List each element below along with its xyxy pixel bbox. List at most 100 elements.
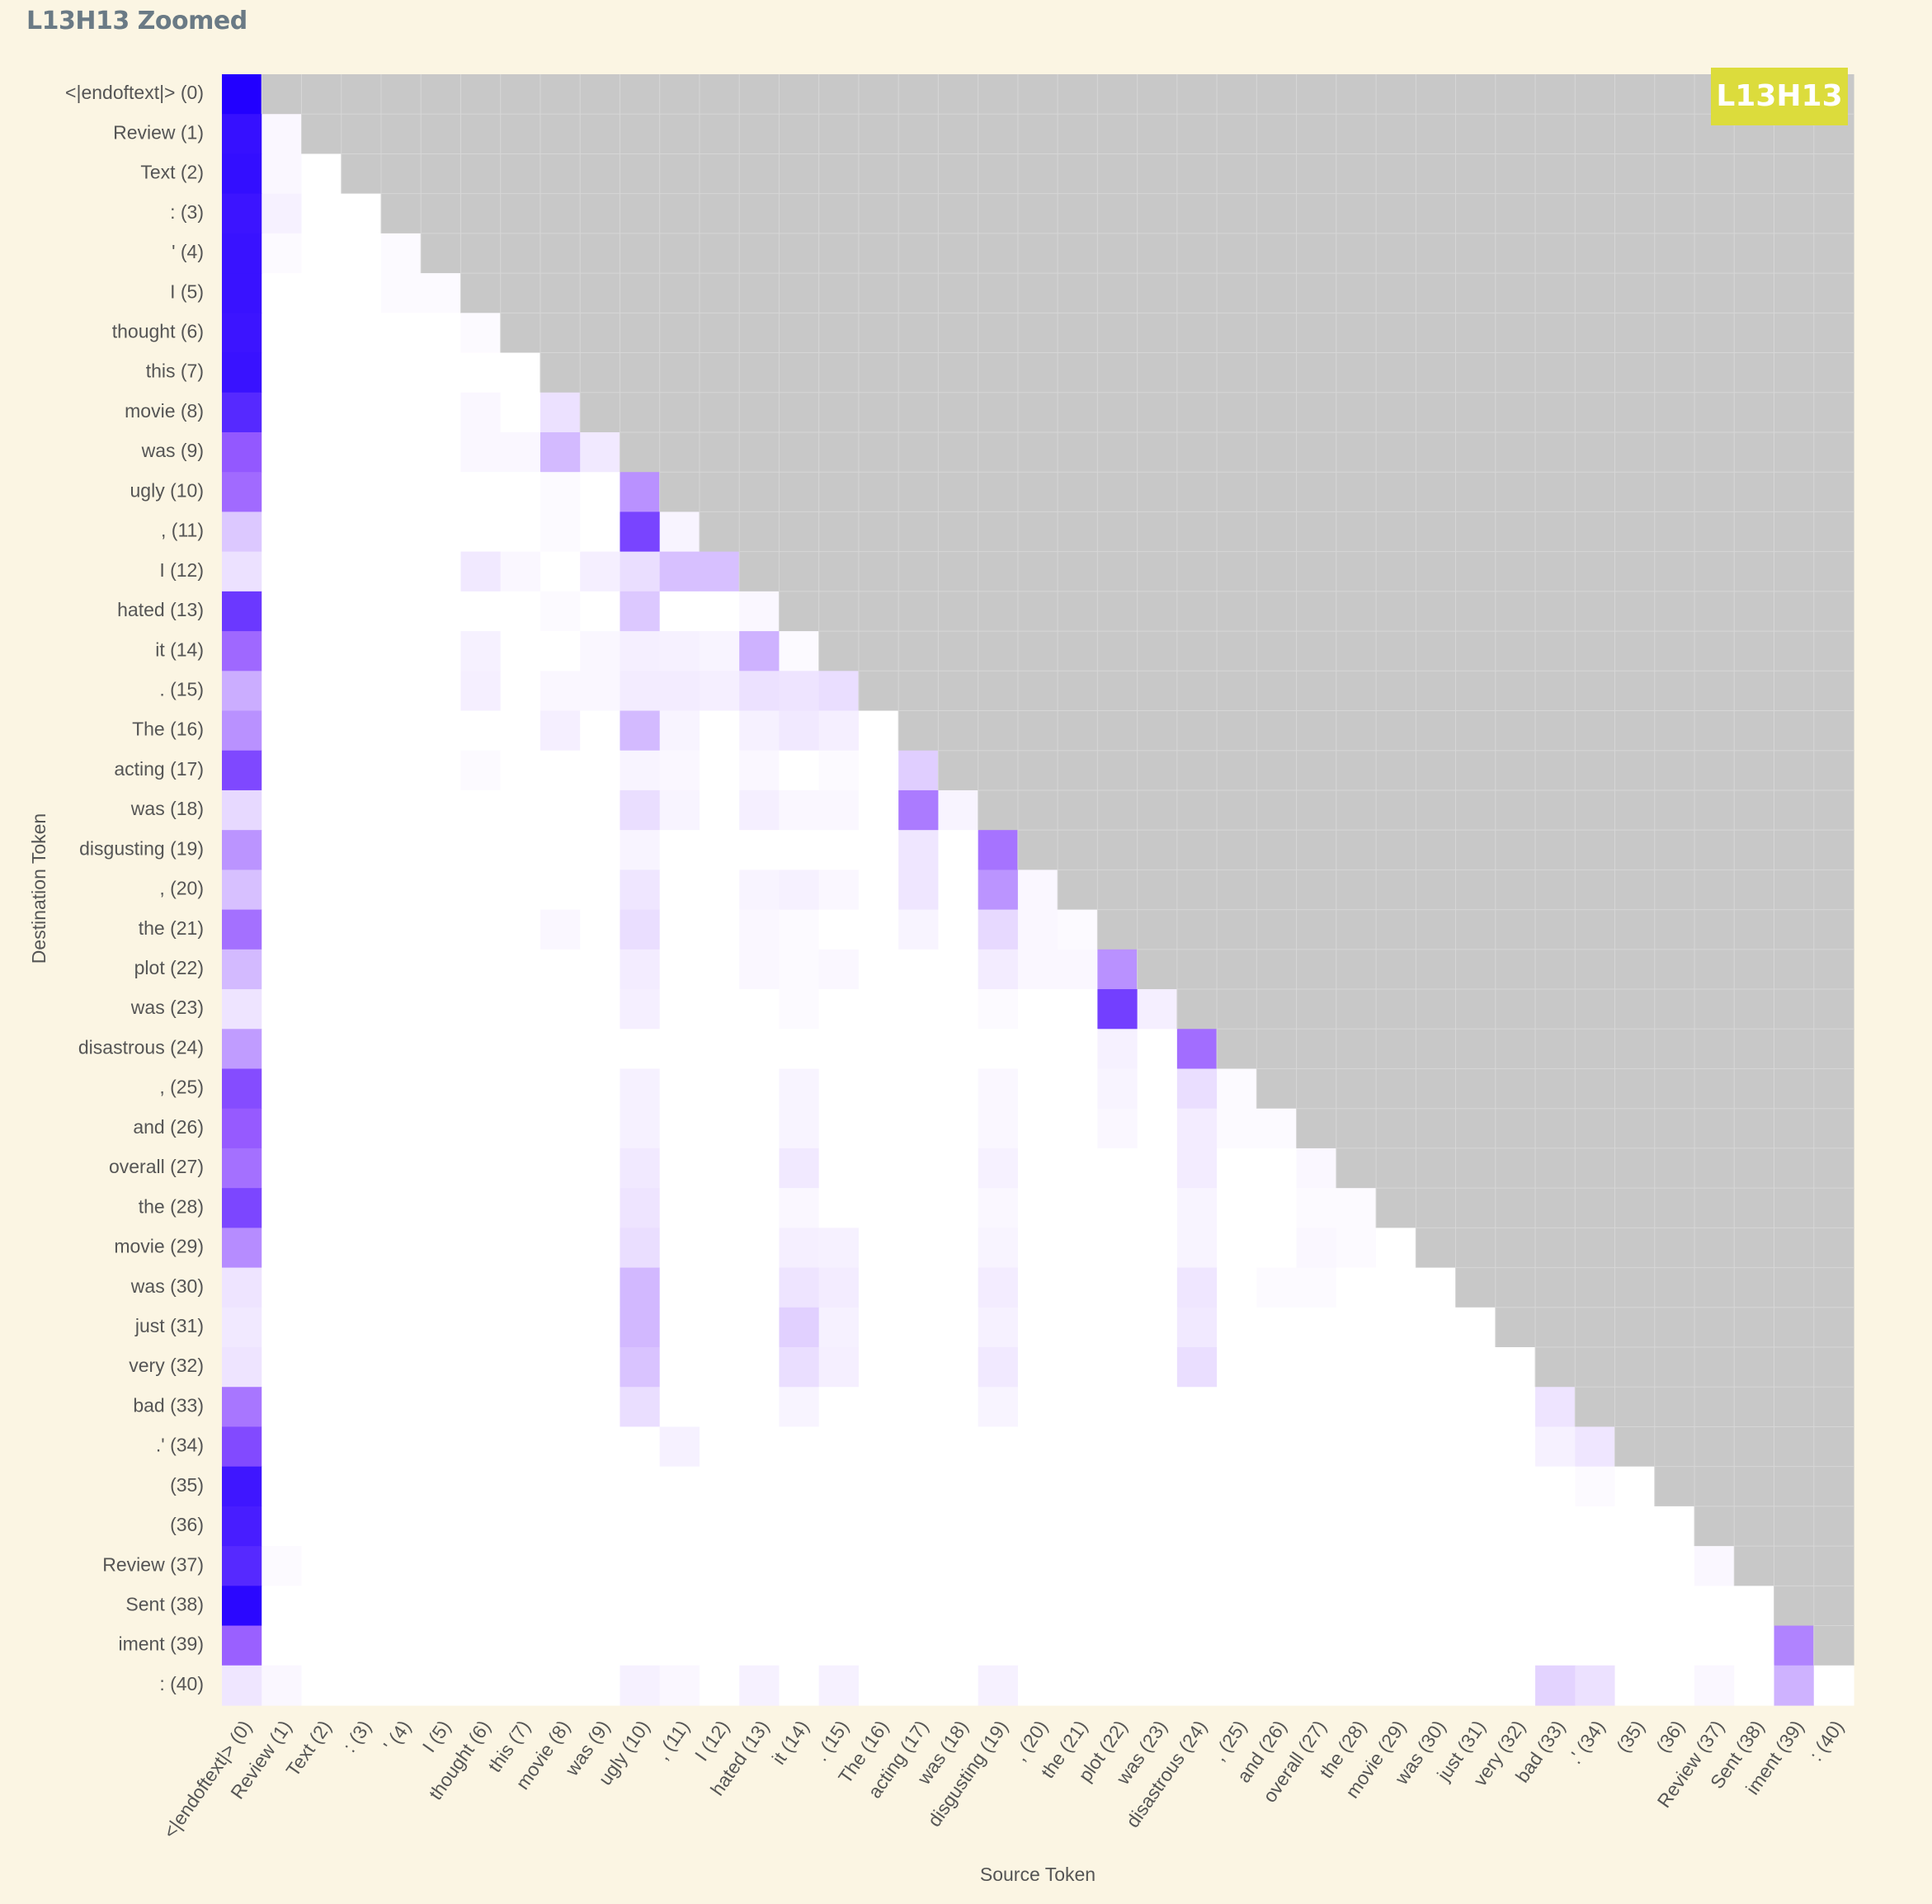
heatmap-cell-masked <box>1017 193 1058 234</box>
heatmap-cell-masked <box>380 153 422 195</box>
heatmap-cell-masked <box>779 114 820 155</box>
heatmap-cell-masked <box>938 193 979 234</box>
heatmap-cell-masked <box>1176 153 1218 195</box>
heatmap-cell-masked <box>1774 1108 1815 1149</box>
heatmap-cell <box>898 870 939 911</box>
heatmap-cell <box>659 671 700 712</box>
heatmap-cell <box>1296 1546 1337 1586</box>
heatmap-cell <box>858 1546 899 1586</box>
heatmap-cell-masked <box>1654 1307 1695 1348</box>
heatmap-cell <box>1416 1625 1457 1666</box>
heatmap-cell <box>699 989 740 1030</box>
heatmap-cell-masked <box>1097 511 1138 553</box>
heatmap-cell-masked <box>1734 392 1775 433</box>
heatmap-cell <box>978 1228 1019 1269</box>
heatmap-cell-masked <box>1416 313 1457 354</box>
heatmap-cell-masked <box>1495 392 1536 433</box>
heatmap-cell <box>1376 1307 1416 1348</box>
heatmap-cell <box>341 1426 382 1468</box>
heatmap-cell-masked <box>1813 193 1854 234</box>
heatmap-cell-masked <box>938 631 979 672</box>
heatmap-cell-masked <box>938 273 979 313</box>
heatmap-cell-masked <box>978 193 1019 234</box>
heatmap-cell-masked <box>1654 870 1695 911</box>
heatmap-cell-masked <box>1376 193 1416 234</box>
heatmap-cell <box>818 830 860 870</box>
heatmap-cell <box>858 1426 899 1468</box>
heatmap-cell-masked <box>1336 1029 1377 1070</box>
heatmap-cell <box>1017 1267 1058 1308</box>
heatmap-cell <box>380 671 422 712</box>
heatmap-cell-masked <box>580 74 621 115</box>
heatmap-cell-masked <box>1137 392 1178 433</box>
heatmap-cell <box>580 1347 621 1388</box>
heatmap-cell <box>1176 1307 1218 1348</box>
heatmap-cell-masked <box>620 153 661 195</box>
heatmap-cell <box>1654 1625 1695 1666</box>
heatmap-cell <box>978 1068 1019 1110</box>
heatmap-cell-masked <box>1455 789 1496 831</box>
heatmap-cell <box>779 1188 820 1228</box>
heatmap-cell-masked <box>1176 710 1218 752</box>
heatmap-cell <box>262 1546 303 1586</box>
heatmap-cell-masked <box>1734 551 1775 592</box>
heatmap-cell <box>341 989 382 1030</box>
heatmap-cell-masked <box>1176 949 1218 990</box>
heatmap-cell <box>1017 949 1058 990</box>
heatmap-cell <box>262 949 303 990</box>
heatmap-cell-masked <box>1535 710 1576 752</box>
heatmap-cell-masked <box>1495 631 1536 672</box>
heatmap-cell-masked <box>421 153 462 195</box>
heatmap-cell-masked <box>978 551 1019 592</box>
heatmap-cell-masked <box>1376 1029 1416 1070</box>
heatmap-cell <box>580 870 621 911</box>
heatmap-cell <box>620 1625 661 1666</box>
heatmap-cell-masked <box>1217 233 1257 274</box>
heatmap-cell-masked <box>1575 74 1616 115</box>
heatmap-cell <box>262 153 303 195</box>
heatmap-cell-masked <box>1813 1506 1854 1547</box>
heatmap-cell-masked <box>699 392 740 433</box>
y-tick-label: (35) <box>170 1474 204 1496</box>
heatmap-cell-masked <box>1296 591 1337 632</box>
heatmap-cell <box>341 1029 382 1070</box>
heatmap-cell-masked <box>1535 789 1576 831</box>
heatmap-cell-masked <box>978 511 1019 553</box>
heatmap-cell <box>739 1625 780 1666</box>
heatmap-cell <box>739 1307 780 1348</box>
heatmap-cell <box>1176 1347 1218 1388</box>
heatmap-cell <box>580 909 621 950</box>
heatmap-cell-masked <box>1256 551 1298 592</box>
heatmap-cell <box>858 750 899 791</box>
heatmap-cell-masked <box>1774 273 1815 313</box>
heatmap-cell <box>262 273 303 313</box>
heatmap-cell <box>380 1506 422 1547</box>
heatmap-cell <box>500 1665 541 1706</box>
heatmap-cell-masked <box>1217 313 1257 354</box>
heatmap-cell-masked <box>1455 1148 1496 1189</box>
heatmap-cell <box>222 1466 262 1507</box>
heatmap-cell-masked <box>1455 273 1496 313</box>
heatmap-cell-masked <box>938 750 979 791</box>
heatmap-cell <box>858 1108 899 1149</box>
heatmap-cell-masked <box>1813 789 1854 831</box>
heatmap-cell-masked <box>1734 1108 1775 1149</box>
heatmap-cell-masked <box>1296 313 1337 354</box>
heatmap-cell-masked <box>1734 591 1775 632</box>
heatmap-cell <box>222 153 262 195</box>
heatmap-cell <box>1495 1546 1536 1586</box>
heatmap-cell <box>460 710 502 752</box>
heatmap-cell <box>1217 1148 1257 1189</box>
heatmap-cell <box>858 1347 899 1388</box>
heatmap-cell <box>301 789 342 831</box>
heatmap-cell-masked <box>1535 989 1576 1030</box>
heatmap-cell <box>460 1347 502 1388</box>
heatmap-cell <box>262 591 303 632</box>
heatmap-cell-masked <box>1495 114 1536 155</box>
heatmap-cell-masked <box>1217 989 1257 1030</box>
heatmap-cell-masked <box>1654 1188 1695 1228</box>
heatmap-cell <box>1137 1347 1178 1388</box>
heatmap-cell-masked <box>1813 313 1854 354</box>
heatmap-cell-masked <box>1217 750 1257 791</box>
heatmap-cell-masked <box>1017 631 1058 672</box>
